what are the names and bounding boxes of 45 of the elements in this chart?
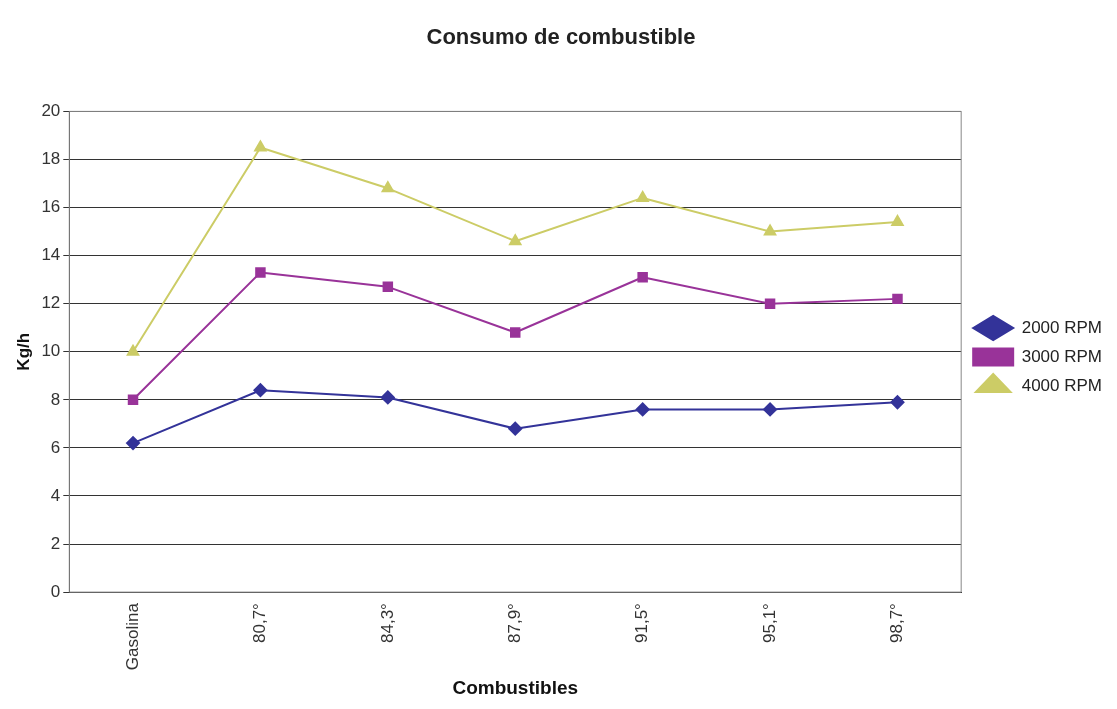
y-tick-label: 20	[41, 101, 61, 121]
point	[763, 402, 778, 417]
point	[126, 436, 141, 451]
y-tick-label: 18	[41, 149, 61, 169]
point	[890, 395, 905, 410]
point	[382, 281, 394, 293]
legend-label: 3000 RPM	[1021, 346, 1103, 366]
legend-label: 4000 RPM	[1021, 375, 1103, 395]
x-tick-label: 98,7°	[887, 603, 907, 643]
point	[509, 234, 522, 246]
x-tick-label: 95,1°	[759, 603, 779, 643]
point	[636, 190, 649, 202]
point	[637, 272, 648, 283]
point	[764, 298, 776, 309]
y-tick-label: 2	[50, 533, 61, 553]
y-tick-label: 12	[41, 293, 61, 313]
y-tick-label: 14	[41, 245, 61, 265]
point	[891, 214, 904, 226]
y-tick-label: 10	[41, 341, 61, 361]
y-tick-label: 0	[50, 581, 61, 601]
x-tick-label: 80,7°	[250, 603, 270, 643]
point	[127, 394, 139, 406]
point	[510, 327, 521, 338]
point	[253, 383, 268, 398]
x-tick-label: 87,9°	[504, 603, 524, 643]
x-tick-label: 91,5°	[632, 603, 652, 643]
legend-label: 2000 RPM	[1021, 317, 1103, 337]
point	[255, 267, 266, 278]
point	[126, 344, 140, 356]
x-axis-title: Combustibles	[452, 676, 579, 698]
y-tick-label: 16	[41, 197, 61, 217]
point	[635, 402, 650, 417]
y-tick-label: 6	[50, 437, 61, 457]
y-axis-title: Kg/h	[13, 332, 33, 371]
y-tick-label: 8	[50, 389, 61, 409]
point	[763, 224, 777, 236]
point	[381, 181, 395, 193]
point	[254, 140, 267, 152]
x-tick-label: Gasolina	[122, 602, 142, 671]
x-tick-label: 84,3°	[377, 603, 397, 643]
point	[892, 293, 903, 305]
chart-title: Consumo de combustible	[426, 24, 696, 50]
point	[380, 390, 395, 405]
point	[508, 421, 523, 436]
y-tick-label: 4	[50, 485, 61, 505]
